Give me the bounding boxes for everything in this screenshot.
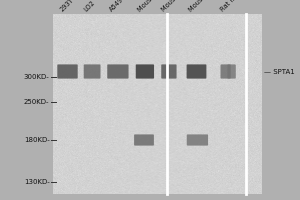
Text: 300KD-: 300KD- (24, 74, 50, 80)
Bar (52, 14, 261, 194)
FancyBboxPatch shape (84, 64, 100, 79)
Text: Mouse kidney: Mouse kidney (137, 0, 173, 13)
Text: — SPTA1: — SPTA1 (264, 68, 295, 74)
FancyBboxPatch shape (134, 134, 154, 146)
FancyBboxPatch shape (107, 64, 129, 79)
FancyBboxPatch shape (161, 64, 176, 79)
Text: 180KD-: 180KD- (24, 137, 50, 143)
FancyBboxPatch shape (220, 64, 231, 79)
Text: Rat heart: Rat heart (219, 0, 246, 13)
FancyBboxPatch shape (227, 64, 236, 79)
Text: LO2: LO2 (83, 0, 96, 13)
FancyBboxPatch shape (57, 64, 78, 79)
Text: 130KD-: 130KD- (24, 179, 50, 185)
Text: 293T: 293T (59, 0, 75, 13)
FancyBboxPatch shape (187, 64, 206, 79)
Text: A549: A549 (108, 0, 124, 13)
Text: Mouse lung: Mouse lung (188, 0, 219, 13)
FancyBboxPatch shape (136, 64, 154, 79)
Text: Mouse liver: Mouse liver (161, 0, 192, 13)
Text: 250KD-: 250KD- (24, 99, 50, 105)
FancyBboxPatch shape (187, 134, 208, 146)
